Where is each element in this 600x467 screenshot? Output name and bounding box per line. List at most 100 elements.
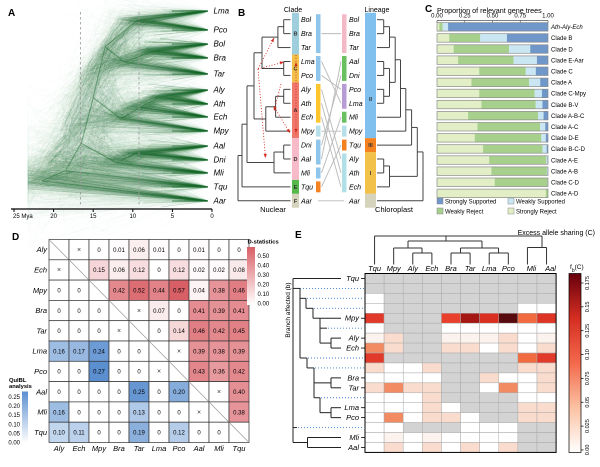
svg-text:Tar: Tar (134, 444, 145, 453)
svg-text:Chloroplast: Chloroplast (375, 205, 414, 214)
svg-text:Bra: Bra (301, 31, 312, 38)
svg-text:Dni: Dni (214, 156, 226, 165)
svg-text:fb(C): fb(C) (570, 264, 584, 274)
svg-text:Bra: Bra (214, 54, 227, 63)
svg-text:Aal: Aal (213, 142, 226, 151)
svg-text:0.00: 0.00 (431, 14, 443, 20)
svg-text:0.46: 0.46 (233, 288, 245, 294)
svg-text:0.42: 0.42 (233, 370, 245, 376)
svg-text:Bol: Bol (214, 40, 226, 49)
svg-text:0: 0 (97, 390, 101, 396)
svg-text:Ath: Ath (300, 101, 312, 108)
svg-text:0.38: 0.38 (213, 349, 225, 355)
svg-text:0.12: 0.12 (133, 268, 145, 274)
svg-text:Nuclear: Nuclear (260, 205, 286, 214)
svg-text:0.25: 0.25 (8, 395, 20, 401)
svg-text:Clade C-D: Clade C-D (551, 181, 580, 187)
svg-text:0: 0 (97, 329, 101, 335)
svg-text:0.10: 0.10 (53, 431, 65, 437)
svg-text:Aal: Aal (544, 264, 556, 273)
svg-text:Pco: Pco (173, 444, 186, 453)
svg-text:B: B (294, 32, 298, 38)
svg-text:0.16: 0.16 (53, 349, 65, 355)
svg-text:Excess allele sharing (C): Excess allele sharing (C) (518, 230, 595, 237)
svg-text:Weakly Reject: Weakly Reject (445, 210, 484, 216)
svg-text:Mpy: Mpy (387, 264, 402, 273)
svg-text:Pco: Pco (301, 73, 313, 80)
svg-text:Mli: Mli (214, 169, 224, 178)
svg-text:0: 0 (57, 370, 61, 376)
svg-text:×: × (157, 369, 161, 376)
svg-text:Pco: Pco (34, 367, 47, 376)
svg-text:Clade A-E: Clade A-E (551, 158, 578, 164)
svg-text:0: 0 (157, 431, 161, 437)
svg-text:Aly: Aly (213, 86, 226, 95)
svg-text:0: 0 (77, 288, 81, 294)
svg-text:0.42: 0.42 (213, 329, 225, 335)
svg-text:A: A (294, 108, 298, 114)
svg-text:II: II (369, 97, 373, 103)
svg-text:Pco: Pco (346, 413, 359, 422)
svg-text:Clade A-B: Clade A-B (551, 169, 578, 175)
svg-text:0.75: 0.75 (514, 14, 526, 20)
svg-text:0.46: 0.46 (193, 329, 205, 335)
svg-text:Clade D-E: Clade D-E (551, 136, 579, 142)
svg-text:Ath: Ath (213, 100, 227, 109)
svg-text:Mli: Mli (214, 444, 224, 453)
svg-text:×: × (137, 308, 141, 315)
svg-text:Clade A-D: Clade A-D (551, 192, 579, 198)
svg-text:0.20: 0.20 (8, 404, 20, 410)
svg-text:Mpy: Mpy (349, 129, 363, 136)
svg-text:0.19: 0.19 (133, 431, 145, 437)
svg-text:0: 0 (57, 288, 61, 294)
svg-text:0: 0 (177, 309, 181, 315)
svg-text:×: × (177, 348, 181, 355)
svg-text:Ech: Ech (73, 444, 86, 453)
svg-text:0: 0 (237, 248, 241, 254)
svg-text:Clade B-C-D: Clade B-C-D (551, 147, 586, 153)
svg-text:0.13: 0.13 (133, 410, 145, 416)
svg-text:Bra: Bra (113, 444, 125, 453)
svg-text:Aly: Aly (53, 444, 66, 453)
svg-text:Pco: Pco (349, 87, 361, 94)
svg-text:0.175: 0.175 (585, 276, 591, 290)
svg-text:Tqu: Tqu (301, 184, 313, 191)
svg-text:Lma: Lma (349, 101, 363, 108)
svg-text:0.10: 0.10 (585, 349, 591, 360)
svg-text:Aal: Aal (300, 157, 312, 164)
svg-text:0.14: 0.14 (173, 329, 185, 335)
svg-text:0.00: 0.00 (585, 445, 591, 456)
svg-text:Clade C-Mpy: Clade C-Mpy (551, 92, 586, 98)
svg-text:B: B (238, 8, 245, 19)
svg-text:Tar: Tar (301, 45, 312, 52)
svg-text:Clade B-V: Clade B-V (551, 103, 578, 109)
svg-text:Strongly Reject: Strongly Reject (516, 210, 557, 216)
svg-text:Ech: Ech (301, 115, 313, 122)
svg-text:0: 0 (177, 410, 181, 416)
svg-text:Mpy: Mpy (345, 314, 360, 323)
svg-text:III: III (368, 143, 373, 149)
svg-text:F: F (294, 199, 298, 205)
svg-text:0.36: 0.36 (213, 370, 225, 376)
svg-text:0: 0 (77, 309, 81, 315)
svg-text:0: 0 (77, 370, 81, 376)
svg-text:0: 0 (77, 410, 81, 416)
svg-text:0.17: 0.17 (73, 349, 85, 355)
svg-text:0.15: 0.15 (93, 268, 105, 274)
svg-text:0: 0 (217, 431, 221, 437)
svg-text:0: 0 (97, 410, 101, 416)
svg-text:0: 0 (97, 248, 101, 254)
svg-text:0.10: 0.10 (8, 422, 20, 428)
svg-text:0.38: 0.38 (233, 410, 245, 416)
svg-text:0.01: 0.01 (153, 248, 165, 254)
svg-text:Tar: Tar (214, 70, 226, 79)
svg-text:E: E (295, 230, 302, 241)
svg-text:15: 15 (90, 214, 97, 220)
svg-text:×: × (57, 267, 61, 274)
svg-text:Bra: Bra (445, 264, 457, 273)
svg-text:0: 0 (157, 329, 161, 335)
svg-text:1.00: 1.00 (542, 14, 554, 20)
svg-text:0: 0 (137, 349, 141, 355)
svg-text:Tqu: Tqu (368, 264, 382, 273)
svg-text:Tqu: Tqu (233, 444, 247, 453)
